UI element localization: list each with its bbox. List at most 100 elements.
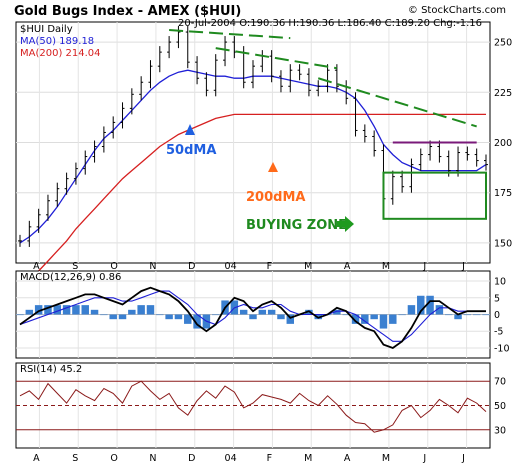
- x-tick-top-1: S: [72, 261, 78, 272]
- macd-hist-bar-26: [258, 309, 267, 315]
- macd-y-tick-3: -5: [494, 327, 503, 338]
- price-bar-36: [353, 92, 358, 137]
- price-bar-11: [120, 102, 125, 129]
- macd-y-tick-1: 5: [494, 293, 500, 304]
- macd-hist-bar-14: [146, 305, 155, 315]
- macd-hist-bar-39: [379, 314, 388, 329]
- macd-hist-bar-0: [16, 314, 24, 316]
- price-bar-27: [269, 50, 274, 83]
- ma50-annotation: 50dMA: [166, 143, 216, 158]
- price-bar-32: [316, 80, 321, 97]
- macd-hist-bar-48: [463, 314, 472, 316]
- price-bar-34: [334, 64, 339, 93]
- ma50-arrow-icon: [185, 124, 195, 147]
- rsi-panel: 70 50 30 RSI(14) 45.2: [15, 362, 506, 449]
- buying-zone-arrow-icon: [337, 216, 354, 232]
- price-y-tick-3: 225: [494, 88, 512, 99]
- x-axis-labels: A S O N D 04 F M A M J J: [33, 261, 465, 272]
- macd-hist-bar-21: [211, 314, 220, 316]
- symbol-label: $HUI Daily: [20, 24, 73, 35]
- price-bar-37: [362, 124, 367, 143]
- x-tick-top-3: N: [149, 261, 156, 272]
- price-bar-49: [474, 148, 479, 167]
- price-bar-7: [83, 150, 88, 175]
- macd-hist-bar-11: [118, 314, 127, 320]
- copyright: © StockCharts.com: [408, 5, 506, 16]
- macd-hist-bar-35: [342, 314, 350, 316]
- macd-signal-path: [19, 290, 486, 342]
- price-bar-33: [325, 64, 330, 93]
- macd-hist-bar-13: [137, 305, 145, 315]
- price-bar-18: [185, 26, 190, 69]
- price-bar-8: [92, 140, 97, 163]
- price-bar-42: [409, 158, 414, 193]
- price-bar-2: [36, 208, 41, 233]
- quote-line: 20-Jul-2004 O:190.36 H:190.36 L:186.40 C…: [178, 18, 482, 29]
- macd-hist-bar-4: [53, 305, 62, 315]
- price-bar-12: [129, 88, 134, 115]
- price-y-axis: 150 175 200 225 250: [494, 38, 512, 250]
- macd-panel: 10 5 0 -5 -10 MACD(12,26,9) 0.86: [15, 270, 510, 359]
- macd-hist-bar-1: [25, 309, 34, 315]
- macd-y-tick-2: 0: [494, 310, 500, 321]
- macd-hist-bar-18: [184, 314, 192, 324]
- x-tick-top-5: 04: [225, 261, 237, 272]
- macd-hist-bar-24: [239, 309, 248, 315]
- ma200-line: [19, 113, 486, 292]
- macd-legend: MACD(12,26,9) 0.86: [20, 272, 121, 283]
- macd-hist-bar-40: [389, 314, 397, 324]
- x-tick-bottom-3: N: [149, 453, 156, 464]
- macd-hist-bar-38: [370, 314, 378, 320]
- price-bar-10: [111, 116, 116, 139]
- rsi-path: [19, 380, 487, 433]
- price-bar-9: [101, 126, 106, 153]
- price-bar-20: [204, 72, 209, 97]
- price-bar-13: [139, 76, 144, 101]
- price-bar-40: [390, 170, 395, 205]
- macd-y-axis: 10 5 0 -5 -10: [494, 277, 510, 355]
- macd-hist-bar-10: [109, 314, 117, 320]
- price-bar-19: [195, 56, 200, 85]
- macd-hist-bar-43: [417, 295, 425, 315]
- x-tick-bottom-7: M: [304, 453, 312, 464]
- x-tick-top-2: O: [110, 261, 117, 272]
- x-tick-top-6: F: [267, 261, 272, 272]
- macd-hist-bar-16: [165, 314, 173, 320]
- buying-zone-annotation: BUYING ZONE: [246, 218, 347, 233]
- x-tick-bottom-5: 04: [225, 453, 237, 464]
- trendline-2: [317, 77, 477, 128]
- price-bar-25: [251, 60, 255, 89]
- x-tick-top-8: A: [344, 261, 351, 272]
- macd-y-tick-0: 10: [494, 277, 506, 288]
- x-tick-bottom-4: D: [188, 453, 195, 464]
- macd-y-tick-4: -10: [494, 343, 510, 354]
- macd-hist-bar-34: [333, 309, 341, 315]
- macd-path: [19, 286, 486, 350]
- ma50-legend: MA(50) 189.18: [20, 36, 94, 47]
- macd-hist-bar-2: [34, 305, 43, 315]
- price-bar-31: [306, 68, 311, 97]
- chart-title: Gold Bugs Index - AMEX ($HUI): [14, 4, 241, 19]
- rsi-line: [19, 380, 487, 433]
- price-bar-4: [55, 182, 60, 207]
- price-bar-30: [297, 64, 302, 81]
- rsi-y-tick-1: 50: [494, 401, 506, 412]
- macd-hist-bar-42: [407, 305, 416, 315]
- price-bar-41: [400, 170, 405, 193]
- price-y-tick-1: 175: [494, 188, 512, 199]
- price-panel: 150 175 200 225 250 $HUI Daily 20-Jul-2004 O…: [15, 18, 512, 292]
- macd-hist-bar-19: [193, 314, 201, 329]
- x-tick-bottom-10: J: [422, 453, 426, 464]
- macd-hist-bar-17: [174, 314, 183, 320]
- price-bar-0: [18, 234, 22, 247]
- macd-hist-bar-37: [361, 314, 369, 324]
- price-bar-38: [372, 130, 377, 157]
- x-tick-top-7: M: [304, 261, 312, 272]
- price-bar-29: [288, 64, 293, 93]
- x-tick-top-0: A: [33, 261, 40, 272]
- macd-hist-bar-8: [90, 309, 99, 315]
- rsi-y-tick-2: 30: [494, 425, 506, 436]
- macd-hist-bar-25: [249, 314, 257, 320]
- macd-hist-bar-41: [398, 314, 406, 316]
